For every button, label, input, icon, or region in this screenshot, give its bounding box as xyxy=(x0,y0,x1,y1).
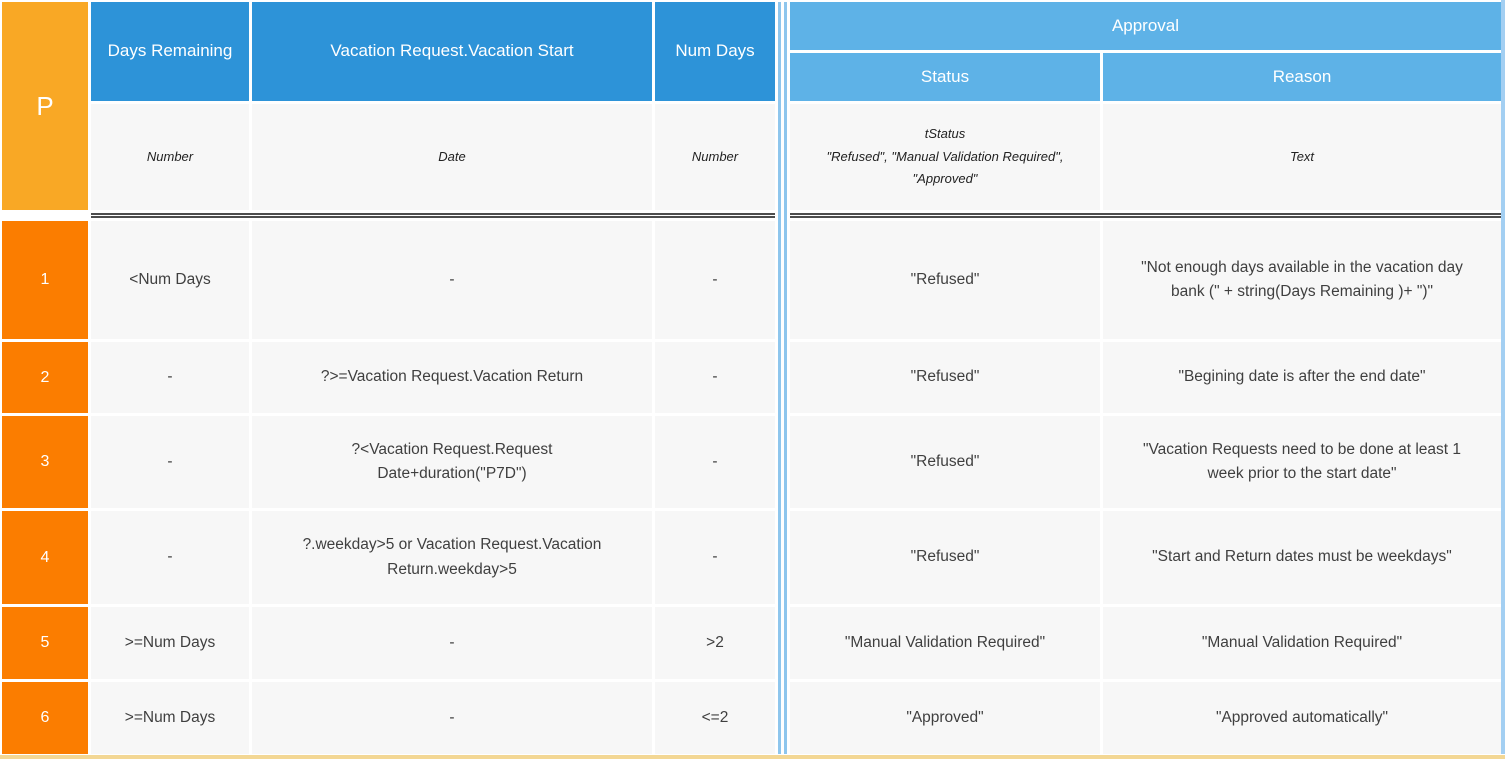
action-cell-reason[interactable]: "Not enough days available in the vacati… xyxy=(1103,221,1501,339)
rule-number-cell[interactable]: 2 xyxy=(2,342,88,413)
condition-cell-vacation-start[interactable]: - xyxy=(252,682,652,754)
condition-cell-vacation-start[interactable]: - xyxy=(252,607,652,679)
rule-number-cell[interactable]: 3 xyxy=(2,416,88,508)
datatype-status-values-line2: "Approved" xyxy=(912,171,978,187)
header-body-separator-left xyxy=(91,213,775,218)
action-cell-status[interactable]: "Refused" xyxy=(790,221,1100,339)
column-header-reason: Reason xyxy=(1103,53,1501,101)
action-cell-status[interactable]: "Refused" xyxy=(790,511,1100,604)
datatype-reason: Text xyxy=(1103,104,1501,210)
action-cell-reason[interactable]: "Begining date is after the end date" xyxy=(1103,342,1501,413)
condition-cell-days-remaining[interactable]: - xyxy=(91,416,249,508)
condition-cell-vacation-start[interactable]: ?>=Vacation Request.Vacation Return xyxy=(252,342,652,413)
condition-cell-days-remaining[interactable]: >=Num Days xyxy=(91,682,249,754)
column-header-num-days: Num Days xyxy=(655,2,775,101)
action-cell-reason[interactable]: "Manual Validation Required" xyxy=(1103,607,1501,679)
condition-cell-vacation-start[interactable]: ?<Vacation Request.Request Date+duration… xyxy=(252,416,652,508)
condition-cell-num-days[interactable]: <=2 xyxy=(655,682,775,754)
action-cell-status[interactable]: "Manual Validation Required" xyxy=(790,607,1100,679)
condition-cell-num-days[interactable]: - xyxy=(655,416,775,508)
column-header-status: Status xyxy=(790,53,1100,101)
action-cell-status[interactable]: "Refused" xyxy=(790,416,1100,508)
condition-cell-num-days[interactable]: >2 xyxy=(655,607,775,679)
column-header-days-remaining: Days Remaining xyxy=(91,2,249,101)
datatype-days-remaining: Number xyxy=(91,104,249,210)
column-group-header-approval: Approval xyxy=(790,2,1501,50)
datatype-num-days: Number xyxy=(655,104,775,210)
datatype-status-values-line1: "Refused", "Manual Validation Required", xyxy=(826,148,1064,164)
action-cell-reason[interactable]: "Start and Return dates must be weekdays… xyxy=(1103,511,1501,604)
condition-cell-days-remaining[interactable]: - xyxy=(91,511,249,604)
condition-cell-days-remaining[interactable]: - xyxy=(91,342,249,413)
condition-cell-vacation-start[interactable]: - xyxy=(252,221,652,339)
rule-number-cell[interactable]: 1 xyxy=(2,221,88,339)
conditions-actions-separator xyxy=(778,2,787,754)
table-bottom-edge-line xyxy=(0,755,1505,759)
datatype-vacation-start: Date xyxy=(252,104,652,210)
condition-cell-days-remaining[interactable]: >=Num Days xyxy=(91,607,249,679)
condition-cell-days-remaining[interactable]: <Num Days xyxy=(91,221,249,339)
datatype-status-name: tStatus xyxy=(924,125,966,141)
rule-number-cell[interactable]: 4 xyxy=(2,511,88,604)
condition-cell-num-days[interactable]: - xyxy=(655,221,775,339)
table-right-edge-line xyxy=(1501,0,1505,754)
rule-number-cell[interactable]: 5 xyxy=(2,607,88,679)
rule-number-cell[interactable]: 6 xyxy=(2,682,88,754)
action-cell-reason[interactable]: "Approved automatically" xyxy=(1103,682,1501,754)
column-header-vacation-start: Vacation Request.Vacation Start xyxy=(252,2,652,101)
condition-cell-num-days[interactable]: - xyxy=(655,511,775,604)
action-cell-status[interactable]: "Approved" xyxy=(790,682,1100,754)
condition-cell-num-days[interactable]: - xyxy=(655,342,775,413)
action-cell-status[interactable]: "Refused" xyxy=(790,342,1100,413)
condition-cell-vacation-start[interactable]: ?.weekday>5 or Vacation Request.Vacation… xyxy=(252,511,652,604)
datatype-status: tStatus "Refused", "Manual Validation Re… xyxy=(790,104,1100,210)
action-cell-reason[interactable]: "Vacation Requests need to be done at le… xyxy=(1103,416,1501,508)
priority-header-cell: P xyxy=(2,2,88,210)
header-body-separator-right xyxy=(790,213,1501,218)
